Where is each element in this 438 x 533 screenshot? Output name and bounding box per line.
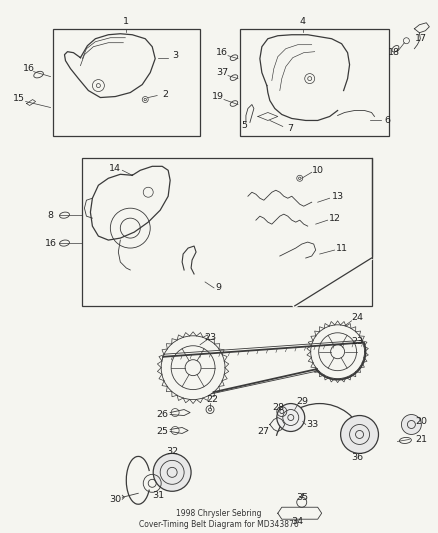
Text: 14: 14 [110, 164, 121, 173]
Text: 4: 4 [300, 17, 306, 26]
Text: 18: 18 [388, 48, 399, 57]
Text: 16: 16 [23, 64, 35, 73]
Text: 19: 19 [212, 92, 224, 101]
Circle shape [153, 454, 191, 491]
Text: 9: 9 [215, 284, 221, 293]
Text: 17: 17 [415, 34, 427, 43]
Circle shape [401, 415, 421, 434]
Text: 34: 34 [292, 516, 304, 526]
Circle shape [277, 403, 305, 432]
Circle shape [341, 416, 378, 454]
Text: 3: 3 [172, 51, 178, 60]
Text: 29: 29 [297, 397, 309, 406]
Text: 1998 Chrysler Sebring
Cover-Timing Belt Diagram for MD343876: 1998 Chrysler Sebring Cover-Timing Belt … [139, 510, 299, 529]
Text: 16: 16 [45, 239, 57, 247]
Text: 21: 21 [415, 435, 427, 444]
Text: 30: 30 [109, 495, 121, 504]
Text: 37: 37 [216, 68, 228, 77]
Text: 15: 15 [13, 94, 25, 103]
Text: 31: 31 [152, 491, 164, 500]
Text: 2: 2 [162, 90, 168, 99]
Text: 35: 35 [297, 493, 309, 502]
Bar [82, 158, 371, 306]
Text: 24: 24 [352, 313, 364, 322]
Text: 11: 11 [336, 244, 348, 253]
Text: 10: 10 [312, 166, 324, 175]
Text: 22: 22 [206, 395, 218, 404]
Text: 6: 6 [385, 116, 390, 125]
Text: 33: 33 [307, 420, 319, 429]
Text: 1: 1 [123, 17, 129, 26]
Text: 20: 20 [415, 417, 427, 426]
Text: 16: 16 [216, 48, 228, 57]
Text: 26: 26 [156, 410, 168, 419]
Bar [240, 29, 389, 136]
Text: 8: 8 [48, 211, 53, 220]
Text: 28: 28 [272, 403, 284, 412]
Text: 27: 27 [257, 427, 269, 436]
Text: 12: 12 [328, 214, 341, 223]
Text: 7: 7 [287, 124, 293, 133]
Text: 32: 32 [166, 447, 178, 456]
Text: 5: 5 [241, 121, 247, 130]
Text: 36: 36 [352, 453, 364, 462]
Text: 25: 25 [156, 427, 168, 436]
Bar [53, 29, 200, 136]
Text: 13: 13 [332, 192, 344, 201]
Text: 23: 23 [204, 333, 216, 342]
Text: 23: 23 [352, 337, 364, 346]
